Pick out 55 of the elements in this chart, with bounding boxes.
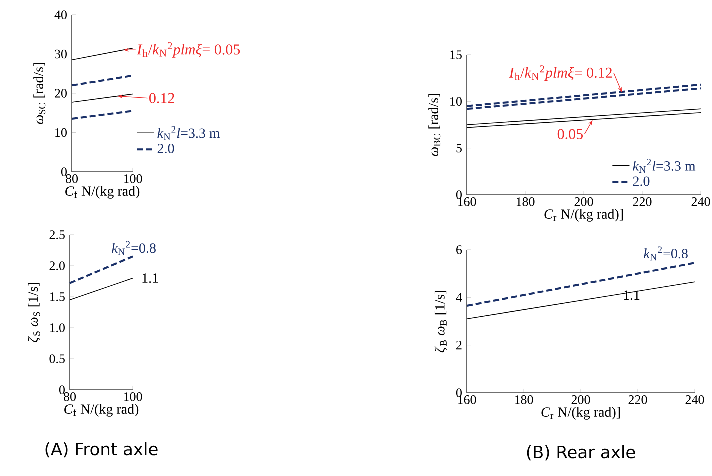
y-tick-label: 2.5 xyxy=(50,230,65,240)
y-tick-label: 0 xyxy=(456,388,462,398)
y-tick-label: 2.0 xyxy=(50,262,65,270)
series-label: k$_{N}$$^{2}$=0.8 xyxy=(112,241,156,256)
text: (A) Front axle xyxy=(46,442,158,458)
y-tick-label: 0 xyxy=(456,190,462,200)
x-tick-label: 160 xyxy=(458,198,476,206)
x-tick-label: 200 xyxy=(574,198,594,206)
series-label: 1.1 xyxy=(624,290,640,300)
y-tick-label: 1.0 xyxy=(50,324,65,332)
y-tick-label: 6 xyxy=(456,246,462,254)
x-axis-title: C$_{f}$ N/(kg rad) xyxy=(64,404,139,417)
y-tick-label: 1.5 xyxy=(50,292,65,302)
legend-label: k$_{N}$$^{2}$l=3.3 m xyxy=(633,159,696,173)
x-tick-label: 200 xyxy=(572,396,590,404)
x-tick-label: 240 xyxy=(686,396,704,404)
x-tick-label: 100 xyxy=(124,174,142,184)
legend-label: 2.0 xyxy=(158,144,174,154)
y-tick-label: 20 xyxy=(55,89,67,98)
y-tick-label: 2 xyxy=(456,341,462,350)
legend-label: k$_{N}$$^{2}$l=3.3 m xyxy=(158,126,220,140)
x-tick-label: 100 xyxy=(124,392,142,402)
x-tick-label: 80 xyxy=(64,392,76,402)
y-tick-label: 15 xyxy=(450,50,462,60)
text: (B) Rear axle xyxy=(527,446,636,461)
y-axis-title: ω$_{SC}$ [rad/s] xyxy=(34,63,46,124)
annotation: I$_{h}$/k$_{N}$$^{2}$plmξ= 0.05 xyxy=(136,42,240,58)
y-tick-label: 0.5 xyxy=(50,354,65,364)
series-label: 1.1 xyxy=(142,274,158,284)
legend-label: 2.0 xyxy=(633,176,650,186)
x-axis-title: C$_{r}$ N/(kg rad)] xyxy=(542,407,620,420)
y-tick-label: 40 xyxy=(54,10,67,20)
series-label: k$_{N}$$^{2}$=0.8 xyxy=(644,246,688,261)
y-tick-label: 10 xyxy=(450,97,462,106)
y-axis-title: ω$_{BC}$ [rad/s] xyxy=(428,94,441,156)
annotation: I$_{h}$/k$_{N}$$^{2}$plmξ= 0.12 xyxy=(509,66,612,82)
x-tick-label: 180 xyxy=(516,198,535,206)
y-tick-label: 0 xyxy=(59,386,65,394)
x-tick-label: 160 xyxy=(458,396,476,404)
y-axis-title: ζ$_{S}$ ω$_{S}$ [1/s] xyxy=(28,283,40,342)
y-tick-label: 0 xyxy=(61,168,67,176)
annotation: 0.05 xyxy=(558,129,583,140)
y-tick-label: 10 xyxy=(56,128,67,138)
x-axis-title: C$_{r}$ N/(kg rad)] xyxy=(544,209,624,222)
x-tick-label: 180 xyxy=(515,396,534,404)
x-tick-label: 220 xyxy=(628,396,648,404)
x-tick-label: 240 xyxy=(692,198,710,206)
y-tick-label: 5 xyxy=(456,144,462,153)
x-tick-label: 220 xyxy=(633,198,652,206)
x-axis-title: C$_{f}$ N/(kg rad) xyxy=(66,186,140,199)
x-tick-label: 80 xyxy=(66,174,78,184)
annotation: 0.12 xyxy=(150,93,174,104)
y-tick-label: 30 xyxy=(55,50,67,59)
y-tick-label: 4 xyxy=(456,293,462,302)
y-axis-title: ζ$_{B}$ ω$_{B}$ [1/s] xyxy=(434,290,448,353)
